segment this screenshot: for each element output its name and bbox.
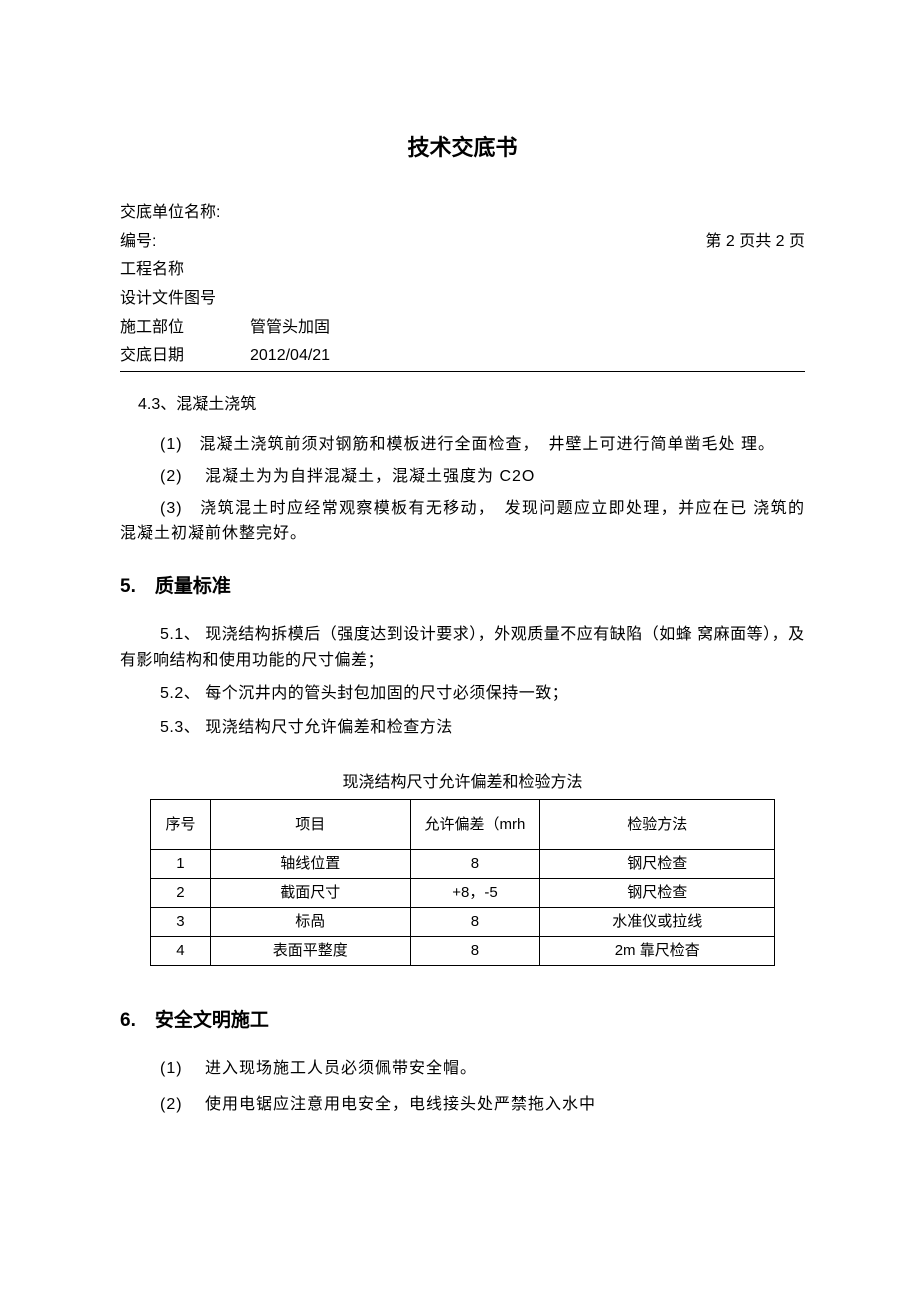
meta-date-value: 2012/04/21 bbox=[250, 343, 330, 369]
cell-item: 表面平整度 bbox=[210, 937, 410, 966]
meta-date: 交底日期 2012/04/21 bbox=[120, 343, 805, 372]
item-6-2: (2) 使用电锯应注意用电安全，电线接头处严禁拖入水中 bbox=[160, 1092, 805, 1118]
table-row: 2 截面尺寸 +8，-5 钢尺检查 bbox=[151, 879, 775, 908]
meta-unit: 交底单位名称: bbox=[120, 200, 805, 226]
cell-item: 标咼 bbox=[210, 908, 410, 937]
item-4-3-2: (2) 混凝土为为自拌混凝土，混凝土强度为 C2O bbox=[160, 464, 805, 490]
th-item: 项目 bbox=[210, 800, 410, 850]
cell-method: 水准仪或拉线 bbox=[540, 908, 775, 937]
meta-part: 施工部位 管管头加固 bbox=[120, 315, 805, 341]
meta-number-row: 编号: 第 2 页共 2 页 bbox=[120, 229, 805, 255]
cell-tol: 8 bbox=[410, 908, 540, 937]
item-5-2: 5.2、 每个沉井内的管头封包加固的尺寸必须保持一致； bbox=[160, 681, 805, 707]
item-4-3-1: (1) 混凝土浇筑前须对钢筋和模板进行全面检查， 井壁上可进行简单凿毛处 理。 bbox=[160, 432, 805, 458]
section-4-3-heading: 4.3、混凝土浇筑 bbox=[138, 392, 805, 418]
table-header-row: 序号 项目 允许偏差（mrh 检验方法 bbox=[151, 800, 775, 850]
table-row: 4 表面平整度 8 2m 靠尺检杳 bbox=[151, 937, 775, 966]
th-seq: 序号 bbox=[151, 800, 211, 850]
meta-unit-label: 交底单位名称: bbox=[120, 200, 250, 226]
th-method: 检验方法 bbox=[540, 800, 775, 850]
item-5-3: 5.3、 现浇结构尺寸允许偏差和检查方法 bbox=[160, 715, 805, 741]
table-caption: 现浇结构尺寸允许偏差和检验方法 bbox=[120, 770, 805, 796]
heading-5: 5. 质量标准 bbox=[120, 572, 805, 602]
cell-tol: 8 bbox=[410, 937, 540, 966]
cell-seq: 2 bbox=[151, 879, 211, 908]
meta-date-label: 交底日期 bbox=[120, 343, 250, 369]
meta-block: 交底单位名称: 编号: 第 2 页共 2 页 工程名称 设计文件图号 施工部位 … bbox=[120, 200, 805, 372]
cell-method: 钢尺检查 bbox=[540, 879, 775, 908]
cell-method: 钢尺检查 bbox=[540, 850, 775, 879]
cell-tol: +8，-5 bbox=[410, 879, 540, 908]
cell-tol: 8 bbox=[410, 850, 540, 879]
meta-part-label: 施工部位 bbox=[120, 315, 250, 341]
tolerance-table: 序号 项目 允许偏差（mrh 检验方法 1 轴线位置 8 钢尺检查 2 截面尺寸… bbox=[150, 799, 775, 966]
meta-project-label: 工程名称 bbox=[120, 257, 250, 283]
table-row: 1 轴线位置 8 钢尺检查 bbox=[151, 850, 775, 879]
cell-item: 轴线位置 bbox=[210, 850, 410, 879]
th-tolerance: 允许偏差（mrh bbox=[410, 800, 540, 850]
cell-method: 2m 靠尺检杳 bbox=[540, 937, 775, 966]
cell-seq: 1 bbox=[151, 850, 211, 879]
item-5-1: 5.1、 现浇结构拆模后（强度达到设计要求），外观质量不应有缺陷（如蜂 窝麻面等… bbox=[120, 622, 805, 673]
meta-design: 设计文件图号 bbox=[120, 286, 805, 312]
document-title: 技术交底书 bbox=[120, 130, 805, 165]
meta-design-label: 设计文件图号 bbox=[120, 286, 250, 312]
table-row: 3 标咼 8 水准仪或拉线 bbox=[151, 908, 775, 937]
cell-seq: 3 bbox=[151, 908, 211, 937]
item-4-3-3: (3) 浇筑混土时应经常观察模板有无移动， 发现问题应立即处理，并应在已 浇筑的… bbox=[120, 496, 805, 547]
item-6-1: (1) 进入现场施工人员必须佩带安全帽。 bbox=[160, 1056, 805, 1082]
heading-6: 6. 安全文明施工 bbox=[120, 1006, 805, 1036]
cell-item: 截面尺寸 bbox=[210, 879, 410, 908]
cell-seq: 4 bbox=[151, 937, 211, 966]
meta-number-label: 编号: bbox=[120, 229, 250, 255]
meta-page-info: 第 2 页共 2 页 bbox=[705, 229, 805, 255]
meta-part-value: 管管头加固 bbox=[250, 315, 330, 341]
meta-project: 工程名称 bbox=[120, 257, 805, 283]
